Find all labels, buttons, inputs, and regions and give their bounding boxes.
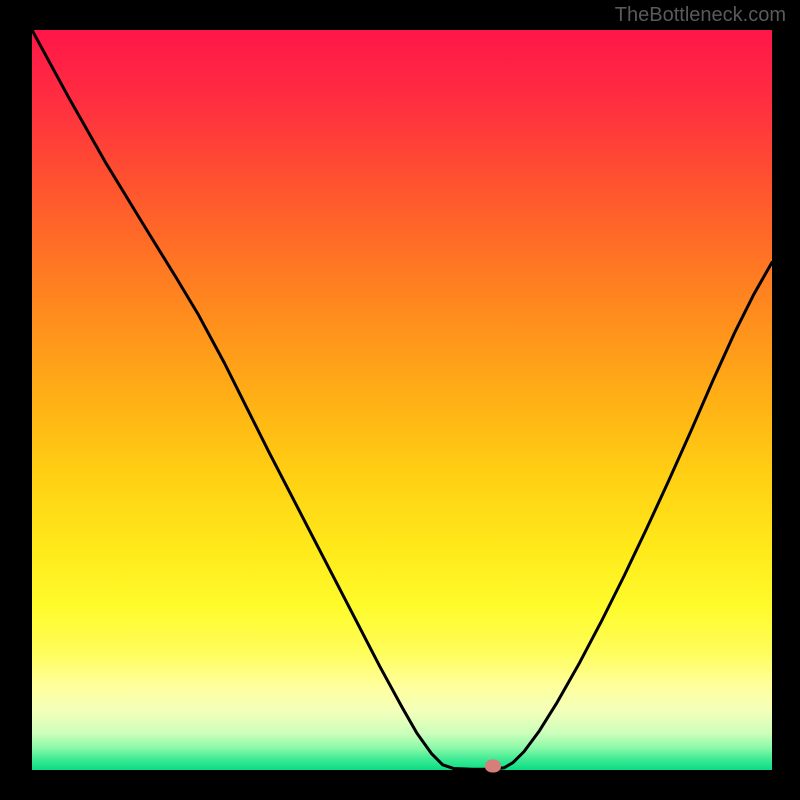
plot-area bbox=[32, 30, 772, 770]
watermark-text: TheBottleneck.com bbox=[615, 4, 786, 27]
bottleneck-curve bbox=[32, 30, 772, 770]
optimal-marker bbox=[485, 760, 501, 773]
